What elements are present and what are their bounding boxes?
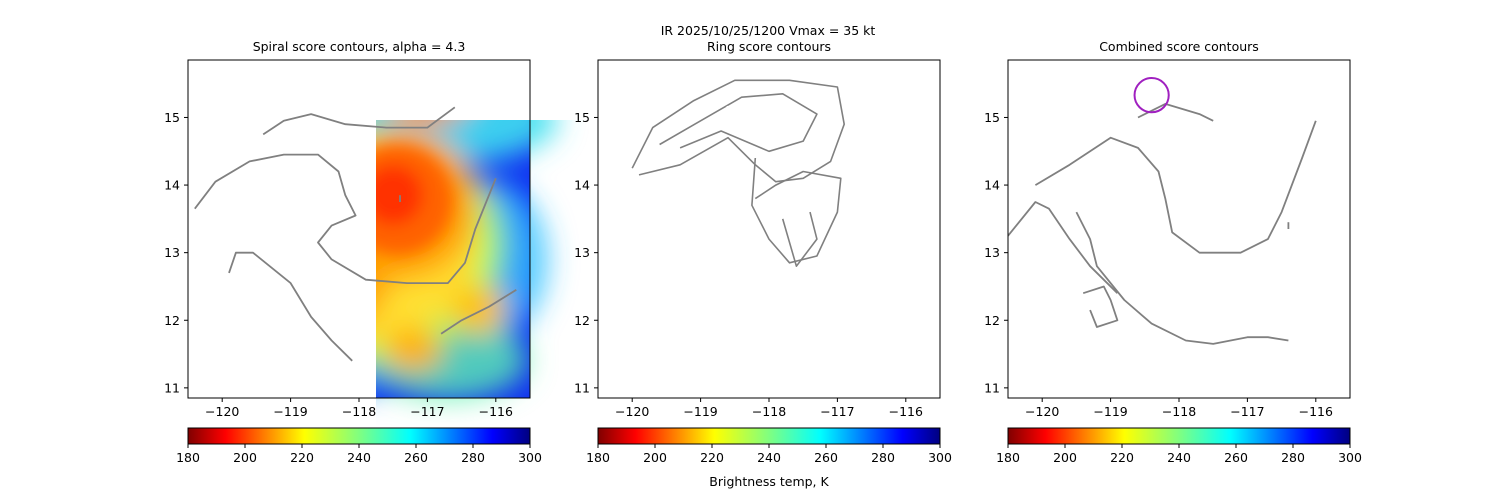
colorbar-tick-label: 240 [1167, 450, 1191, 465]
contour-group [631, 79, 845, 267]
colorbar-tick-label: 280 [1281, 450, 1305, 465]
colorbar-tick-label: 200 [643, 450, 667, 465]
score-contour-4 [781, 211, 818, 267]
x-tick-label: −116 [479, 404, 513, 419]
score-contour-3 [1008, 201, 1119, 294]
score-contour-4 [1082, 285, 1119, 328]
colorbar-tick-label: 220 [1110, 450, 1134, 465]
score-contour-5 [440, 289, 517, 335]
y-tick-label: 15 [984, 110, 1000, 125]
colorbar-tick-label: 280 [871, 450, 895, 465]
x-tick-label: −119 [1093, 404, 1127, 419]
colorbar-tick-label: 240 [757, 450, 781, 465]
x-tick-label: −118 [342, 404, 376, 419]
x-tick-label: −119 [273, 404, 307, 419]
y-tick-label: 12 [574, 313, 590, 328]
colorbar-tick-label: 260 [404, 450, 428, 465]
score-contour-2 [228, 251, 353, 362]
center-plus-marker [1175, 223, 1183, 232]
y-tick-label: 11 [984, 380, 1000, 395]
colorbar-tick-label: 240 [347, 450, 371, 465]
y-tick-label: 13 [164, 245, 180, 260]
figure-suptitle: IR 2025/10/25/1200 Vmax = 35 kt [661, 23, 876, 38]
x-tick-label: −118 [1162, 404, 1196, 419]
y-tick-label: 13 [574, 245, 590, 260]
ir-brightness-image [588, 60, 968, 400]
y-tick-label: 14 [574, 178, 590, 193]
ir-brightness-image [178, 60, 558, 400]
colorbar-tick-label: 280 [461, 450, 485, 465]
colorbar-tick-label: 220 [700, 450, 724, 465]
colorbar-tick-label: 200 [1053, 450, 1077, 465]
score-contour-1 [194, 153, 497, 284]
x-tick-label: −120 [1025, 404, 1059, 419]
colorbar [1007, 427, 1351, 445]
colorbar-tick-label: 300 [928, 450, 952, 465]
contour-group [1008, 103, 1317, 345]
colorbar-tick-label: 180 [176, 450, 200, 465]
center-plus-marker [355, 223, 363, 232]
y-tick-label: 11 [164, 380, 180, 395]
panel-1: Spiral score contours, alpha = 4.3 −120 −1… [164, 39, 558, 465]
score-contour-3 [262, 106, 456, 136]
x-tick-label: −116 [889, 404, 923, 419]
score-contour-1 [1075, 211, 1289, 345]
y-tick-label: 15 [574, 110, 590, 125]
score-contour-2 [1034, 120, 1317, 254]
colorbar-tick-label: 260 [814, 450, 838, 465]
x-tick-label: −120 [615, 404, 649, 419]
x-tick-label: −117 [410, 404, 444, 419]
x-tick-label: −120 [205, 404, 239, 419]
x-tick-label: −117 [820, 404, 854, 419]
score-contour-5 [1137, 103, 1214, 122]
y-tick-label: 13 [984, 245, 1000, 260]
colorbar [187, 427, 531, 445]
colorbar-tick-label: 180 [586, 450, 610, 465]
colorbar [597, 427, 941, 445]
score-contour-1 [631, 79, 845, 183]
best-center-square [1146, 90, 1157, 100]
panel-2: Ring score contours −120 −119 −118 −117 −116 1… [574, 39, 968, 465]
score-contour-3 [751, 157, 842, 264]
colorbar-tick-label: 300 [1338, 450, 1362, 465]
y-tick-label: 12 [164, 313, 180, 328]
colorbar-label: Brightness temp, K [709, 474, 829, 489]
panel-title: Ring score contours [707, 39, 831, 54]
panel-title: Combined score contours [1099, 39, 1259, 54]
colorbar-tick-label: 260 [1224, 450, 1248, 465]
y-tick-label: 14 [984, 178, 1000, 193]
colorbar-tick-label: 300 [518, 450, 542, 465]
x-tick-label: −117 [1230, 404, 1264, 419]
panel-3: Combined score contours −120 −119 −118 −117 −… [984, 39, 1362, 465]
contour-group [194, 106, 517, 362]
colorbar-tick-label: 220 [290, 450, 314, 465]
colorbar-tick-label: 180 [996, 450, 1020, 465]
y-tick-label: 11 [574, 380, 590, 395]
axes-frame [597, 59, 941, 399]
y-tick-label: 15 [164, 110, 180, 125]
panel-title: Spiral score contours, alpha = 4.3 [253, 39, 466, 54]
best-center-ring [1133, 77, 1170, 114]
y-tick-label: 14 [164, 178, 180, 193]
x-tick-label: −116 [1299, 404, 1333, 419]
score-contour-2 [659, 93, 818, 153]
colorbar-tick-label: 200 [233, 450, 257, 465]
x-tick-label: −119 [683, 404, 717, 419]
best-center-square [726, 105, 737, 116]
y-tick-label: 12 [984, 313, 1000, 328]
x-tick-label: −118 [752, 404, 786, 419]
